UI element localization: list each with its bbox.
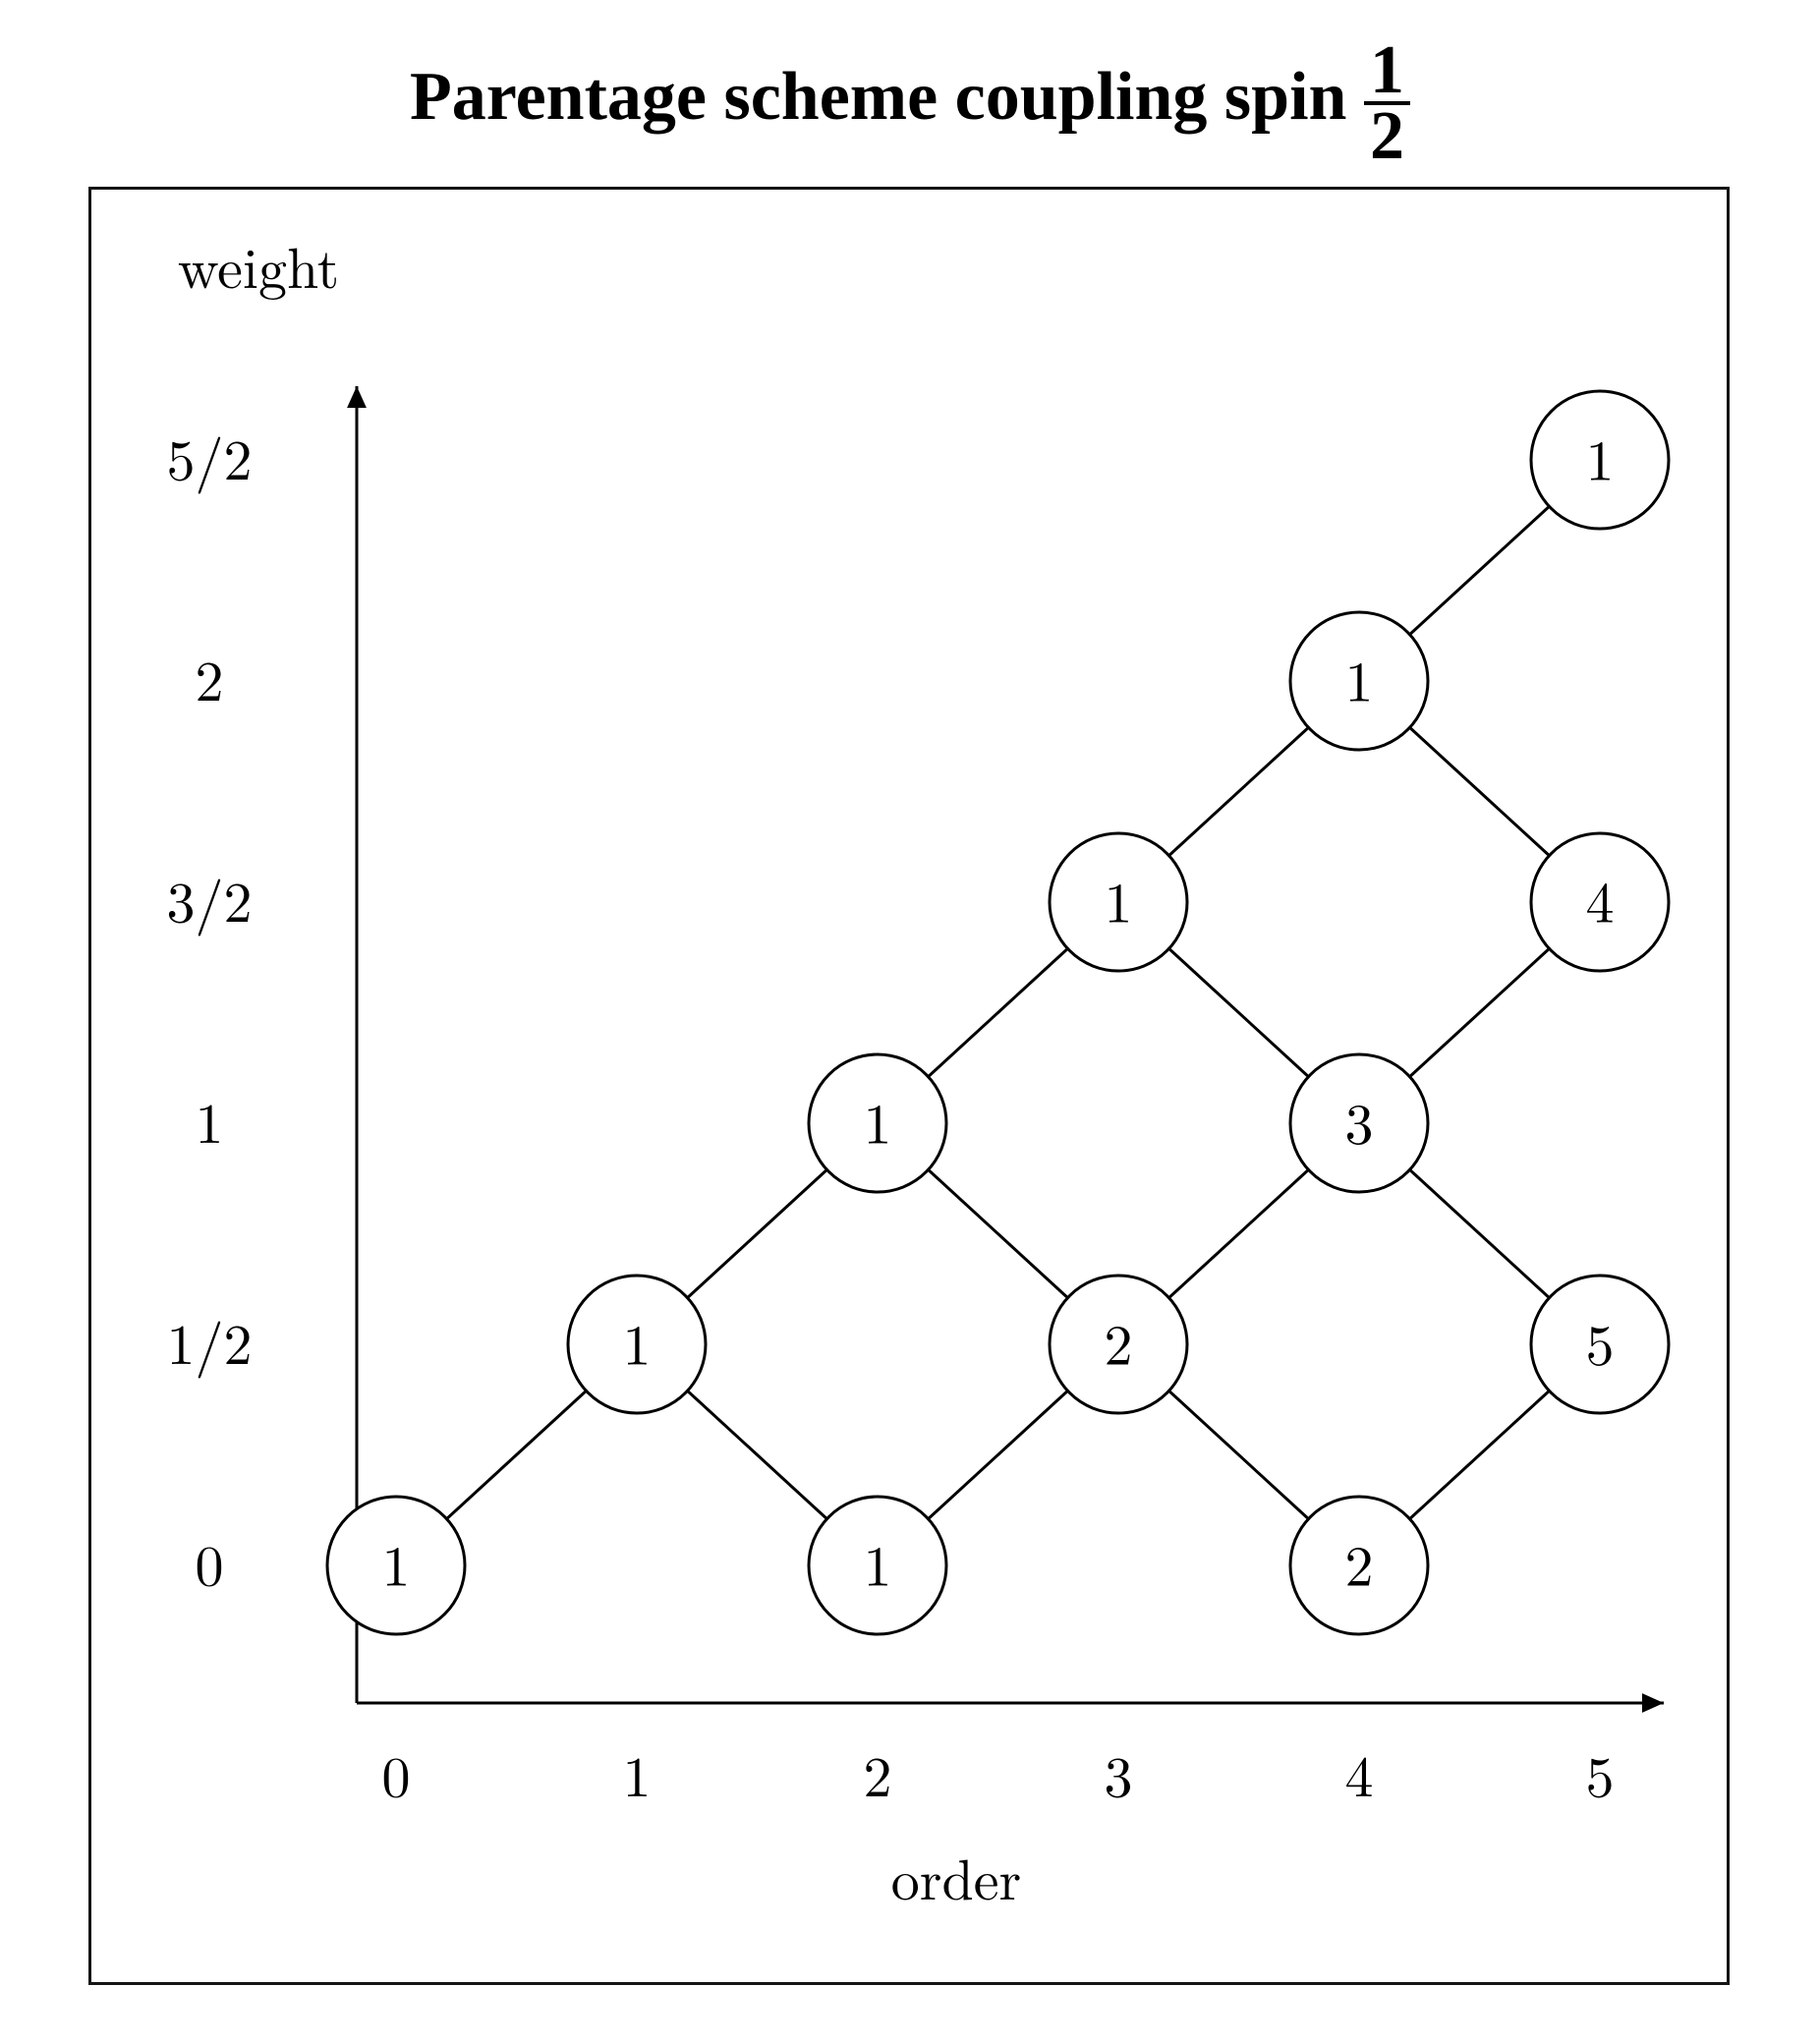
y-tick-label: 1 (195, 1079, 223, 1160)
node-label: 1 (863, 1521, 891, 1602)
x-tick-label: 4 (1344, 1732, 1373, 1813)
node-label: 3 (1344, 1079, 1373, 1160)
page: Parentage scheme coupling spin 12 order w… (0, 0, 1820, 2043)
edge (1169, 1390, 1309, 1518)
node-label: 1 (1585, 416, 1614, 496)
edge (1410, 727, 1550, 855)
node-label: 1 (863, 1079, 891, 1160)
node-label: 4 (1585, 858, 1614, 938)
edge (1410, 948, 1550, 1076)
y-tick-label: 5/2 (166, 416, 252, 496)
node-label: 2 (1104, 1300, 1132, 1381)
x-tick-label: 3 (1104, 1732, 1132, 1813)
edge (1169, 948, 1309, 1076)
node-label: 1 (381, 1521, 410, 1602)
edge (1169, 727, 1309, 855)
edge (929, 1390, 1068, 1518)
edge (929, 1169, 1068, 1297)
edge (1410, 506, 1550, 634)
x-axis-label: order (891, 1836, 1021, 1916)
y-tick-label: 3/2 (166, 858, 252, 938)
y-axis-label: weight (178, 224, 339, 305)
x-tick-label: 2 (863, 1732, 891, 1813)
edge (929, 948, 1068, 1076)
edge (688, 1169, 827, 1297)
edge (1169, 1169, 1309, 1297)
x-tick-label: 1 (622, 1732, 651, 1813)
y-tick-label: 0 (195, 1521, 223, 1602)
edge (447, 1390, 587, 1518)
x-tick-label: 5 (1585, 1732, 1614, 1813)
x-tick-label: 0 (381, 1732, 410, 1813)
node-label: 1 (622, 1300, 651, 1381)
y-tick-label: 1/2 (166, 1300, 252, 1381)
edge (688, 1390, 827, 1518)
diagram-frame: order weight 0 1 2 3 4 5 0 1/2 1 3/2 2 5/2 1 1 1 1 2 1 2 3 1 5 4… (88, 187, 1730, 1985)
y-axis-arrow (347, 386, 367, 408)
node-label: 5 (1585, 1300, 1614, 1381)
node-label: 2 (1344, 1521, 1373, 1602)
node-label: 1 (1344, 637, 1373, 717)
page-title: Parentage scheme coupling spin 12 (0, 39, 1820, 167)
parentage-diagram: order weight 0 1 2 3 4 5 0 1/2 1 3/2 2 5/2 1 1 1 1 2 1 2 3 1 5 4… (91, 190, 1733, 1988)
y-tick-label: 2 (195, 637, 223, 717)
edge (1410, 1390, 1550, 1518)
x-axis-arrow (1642, 1693, 1664, 1713)
edge (1410, 1169, 1550, 1297)
node-label: 1 (1104, 858, 1132, 938)
